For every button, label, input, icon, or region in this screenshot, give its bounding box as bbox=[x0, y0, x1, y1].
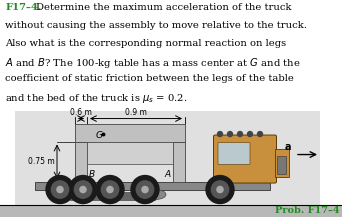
Circle shape bbox=[107, 187, 113, 193]
Text: $B$: $B$ bbox=[88, 168, 96, 179]
Circle shape bbox=[74, 181, 92, 198]
Text: coefficient of static friction between the legs of the table: coefficient of static friction between t… bbox=[5, 74, 294, 83]
Bar bbox=[75, 124, 185, 141]
Ellipse shape bbox=[144, 190, 166, 200]
Bar bbox=[75, 141, 87, 181]
Circle shape bbox=[258, 131, 263, 137]
Circle shape bbox=[248, 131, 252, 137]
Text: F17–4.: F17–4. bbox=[5, 4, 41, 12]
Text: 0.6 m: 0.6 m bbox=[70, 108, 92, 117]
Circle shape bbox=[142, 187, 148, 193]
Circle shape bbox=[69, 175, 97, 204]
Text: Determine the maximum acceleration of the truck: Determine the maximum acceleration of th… bbox=[36, 4, 291, 12]
Text: Also what is the corresponding normal reaction on legs: Also what is the corresponding normal re… bbox=[5, 39, 286, 48]
Circle shape bbox=[80, 187, 86, 193]
Bar bbox=[0, 205, 342, 217]
Circle shape bbox=[57, 187, 63, 193]
Circle shape bbox=[227, 131, 233, 137]
FancyBboxPatch shape bbox=[213, 135, 276, 183]
Text: $A$: $A$ bbox=[164, 168, 172, 179]
Bar bbox=[70, 192, 155, 200]
Circle shape bbox=[96, 175, 124, 204]
Text: $G$: $G$ bbox=[95, 129, 104, 140]
Circle shape bbox=[217, 187, 223, 193]
Bar bbox=[277, 156, 286, 173]
Circle shape bbox=[211, 181, 229, 198]
Text: without causing the assembly to move relative to the truck.: without causing the assembly to move rel… bbox=[5, 21, 307, 30]
FancyBboxPatch shape bbox=[218, 143, 250, 165]
Circle shape bbox=[51, 181, 69, 198]
Bar bbox=[275, 149, 289, 177]
Text: $\bf{a}$: $\bf{a}$ bbox=[284, 141, 292, 152]
Circle shape bbox=[218, 131, 223, 137]
Circle shape bbox=[101, 181, 119, 198]
Circle shape bbox=[206, 175, 234, 204]
Bar bbox=[173, 141, 185, 181]
Text: 0.75 m: 0.75 m bbox=[28, 157, 55, 166]
Circle shape bbox=[237, 131, 242, 137]
Bar bbox=[35, 181, 270, 190]
Text: $A$ and $B$? The 100-kg table has a mass center at $G$ and the: $A$ and $B$? The 100-kg table has a mass… bbox=[5, 57, 301, 70]
Text: Prob. F17–4: Prob. F17–4 bbox=[275, 206, 340, 215]
Bar bbox=[87, 141, 173, 164]
Text: 0.9 m: 0.9 m bbox=[125, 108, 147, 117]
Circle shape bbox=[136, 181, 154, 198]
Text: and the bed of the truck is $\mu_s$ = 0.2.: and the bed of the truck is $\mu_s$ = 0.… bbox=[5, 92, 187, 105]
Circle shape bbox=[131, 175, 159, 204]
Circle shape bbox=[46, 175, 74, 204]
Bar bbox=[15, 110, 320, 205]
